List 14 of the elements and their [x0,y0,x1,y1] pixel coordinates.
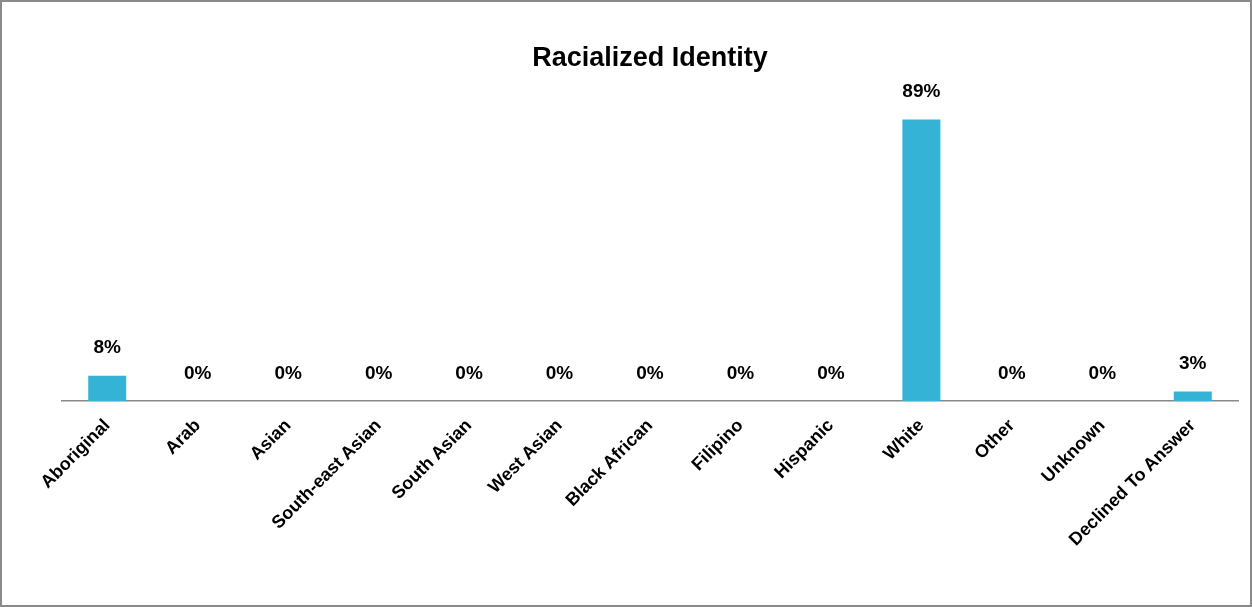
data-label: 3% [1179,352,1207,374]
data-label: 8% [93,336,122,358]
data-label: 0% [817,361,845,383]
data-label: 0% [545,361,574,383]
data-label: 0% [274,361,302,383]
data-label: 0% [998,361,1026,383]
data-label: 0% [726,361,755,383]
data-label: 0% [636,361,664,383]
data-label: 89% [902,80,941,102]
data-label: 0% [183,361,212,383]
data-label: 0% [455,361,483,383]
data-label: 0% [364,361,393,383]
chart-title: Racialized Identity [532,41,768,72]
data-label: 0% [1088,361,1117,383]
